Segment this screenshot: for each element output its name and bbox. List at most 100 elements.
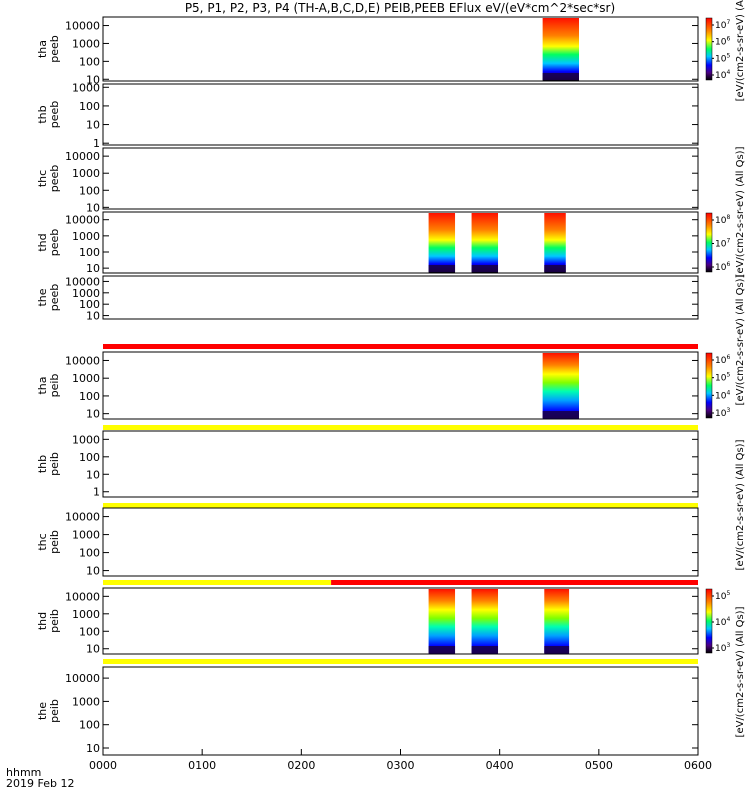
colorbar-thd-peeb: 108 107 106 xyxy=(705,212,730,273)
y-tick-label: 1000 xyxy=(72,81,100,94)
panel-product-label: peeb xyxy=(48,229,61,257)
panel-probe-label: thd xyxy=(36,612,49,630)
y-tick-label: 10000 xyxy=(65,590,100,603)
panel-thb-peib: 1000 100 10 1 thb peib xyxy=(36,430,699,508)
spectrogram-block xyxy=(542,353,579,419)
colorbar xyxy=(705,352,713,419)
panel-probe-label: thc xyxy=(36,533,49,550)
panel-tha-peib: 10000 1000 100 10 tha peib xyxy=(36,351,699,430)
colorbar-tick-label: 105 xyxy=(715,52,730,64)
colorbar-tick-label: 104 xyxy=(715,616,730,628)
colorbar-thd-peib: 105 104 103 xyxy=(705,588,730,654)
panel-product-label: peib xyxy=(48,374,61,398)
panel-frame xyxy=(102,83,699,146)
panel-frame xyxy=(102,211,699,274)
x-tick-label: 0000 xyxy=(89,759,117,772)
colorbar-tick-label: 105 xyxy=(715,590,730,602)
panel-thc-peeb: 10000 1000 100 10 thc peeb xyxy=(36,147,699,214)
panel-frame xyxy=(102,507,699,577)
date-label: 2019 Feb 12 xyxy=(6,777,75,790)
y-tick-label: 100 xyxy=(79,625,100,638)
spectrogram-block xyxy=(544,213,566,273)
panel-the-peib: 10000 1000 100 10 the peib xyxy=(36,666,699,756)
colorbar-unit-label-peeb-top: [eV/(cm2-s-sr-eV) (All xyxy=(735,0,746,101)
spectrogram-lowband xyxy=(542,73,579,80)
y-tick-label: 10 xyxy=(86,73,100,86)
spectrogram-block xyxy=(471,213,499,273)
panel-thb-peeb: 1000 100 10 1 thb peeb xyxy=(36,81,699,150)
y-tick-label: 1000 xyxy=(72,372,100,385)
panel-frame xyxy=(102,147,699,210)
x-tick-label: 0300 xyxy=(387,759,415,772)
colorbar-tha-peeb: 107 106 105 104 xyxy=(705,17,730,81)
colorbar-tick-label: 103 xyxy=(715,407,730,419)
panel-probe-label: tha xyxy=(36,40,49,58)
panel-product-label: peib xyxy=(48,452,61,476)
colorbar xyxy=(705,588,713,654)
y-tick-label: 100 xyxy=(79,100,100,113)
y-tick-label: 10000 xyxy=(65,511,100,524)
y-tick-label: 10 xyxy=(86,201,100,214)
y-tick-label: 10 xyxy=(86,565,100,578)
spectrogram-lowband xyxy=(428,265,456,272)
y-tick-label: 10000 xyxy=(65,275,100,288)
quality-flag-bar xyxy=(103,425,698,430)
panel-probe-label: thd xyxy=(36,233,49,251)
panel-product-label: peib xyxy=(48,609,61,633)
panel-tha-peeb: 10000 1000 100 10 tha peeb xyxy=(36,16,699,86)
panel-thd-peib: 10000 1000 100 10 thd peib xyxy=(36,587,699,664)
panel-product-label: peeb xyxy=(48,101,61,129)
y-tick-label: 10000 xyxy=(65,20,100,33)
y-tick-label: 1000 xyxy=(72,230,100,243)
quality-flag-bar xyxy=(103,580,332,585)
colorbar-tick-label: 104 xyxy=(715,389,730,401)
y-tick-label: 10 xyxy=(86,119,100,132)
panel-product-label: peeb xyxy=(48,284,61,312)
spectrogram-lowband xyxy=(428,646,456,653)
y-tick-label: 10 xyxy=(86,643,100,656)
colorbar-tick-label: 106 xyxy=(715,354,730,366)
panel-product-label: peeb xyxy=(48,165,61,193)
quality-flag-bar xyxy=(103,503,698,508)
y-tick-label: 1000 xyxy=(72,608,100,621)
panel-thc-peib: 10000 1000 100 10 thc peib xyxy=(36,507,699,585)
colorbar-tick-label: 106 xyxy=(715,36,730,48)
panel-probe-label: thc xyxy=(36,170,49,187)
y-tick-label: 100 xyxy=(79,547,100,560)
panel-probe-label: tha xyxy=(36,376,49,394)
y-tick-label: 100 xyxy=(79,246,100,259)
y-tick-label: 100 xyxy=(79,184,100,197)
panel-product-label: peib xyxy=(48,530,61,554)
colorbar-tick-label: 107 xyxy=(715,238,730,250)
colorbar-unit-label-overlap: [eV/(cm2-s-sr-eV) (All Qs)] xyxy=(735,274,746,405)
y-tick-label: 1000 xyxy=(72,37,100,50)
time-axis-label: hhmm xyxy=(6,766,42,779)
y-tick-label: 1000 xyxy=(72,433,100,446)
spectrogram-lowband xyxy=(471,646,499,653)
spectrogram-lowband xyxy=(544,646,570,653)
panel-probe-label: thb xyxy=(36,455,49,473)
y-tick-label: 100 xyxy=(79,298,100,311)
y-tick-label: 100 xyxy=(79,451,100,464)
panel-product-label: peeb xyxy=(48,35,61,63)
y-tick-label: 10000 xyxy=(65,672,100,685)
spectrogram-lowband xyxy=(544,265,566,272)
colorbar xyxy=(705,212,713,273)
panel-frame xyxy=(102,587,699,655)
y-tick-label: 10 xyxy=(86,742,100,755)
y-tick-label: 1000 xyxy=(72,167,100,180)
panel-frame xyxy=(102,351,699,420)
panel-product-label: peib xyxy=(48,699,61,723)
y-tick-label: 1000 xyxy=(72,695,100,708)
y-tick-label: 100 xyxy=(79,719,100,732)
colorbar-tick-label: 107 xyxy=(715,19,730,31)
colorbar xyxy=(705,17,713,81)
panel-thd-peeb: 10000 1000 100 10 thd peeb xyxy=(36,211,699,275)
y-tick-label: 1000 xyxy=(72,287,100,300)
quality-flag-bar xyxy=(331,580,698,585)
colorbar-tick-label: 104 xyxy=(715,69,730,81)
spectrogram-block xyxy=(428,213,456,273)
y-tick-label: 10000 xyxy=(65,150,100,163)
